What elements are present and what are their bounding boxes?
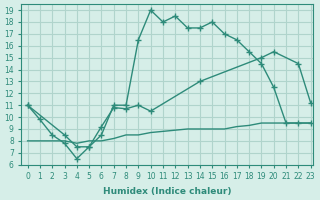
X-axis label: Humidex (Indice chaleur): Humidex (Indice chaleur) (103, 187, 232, 196)
